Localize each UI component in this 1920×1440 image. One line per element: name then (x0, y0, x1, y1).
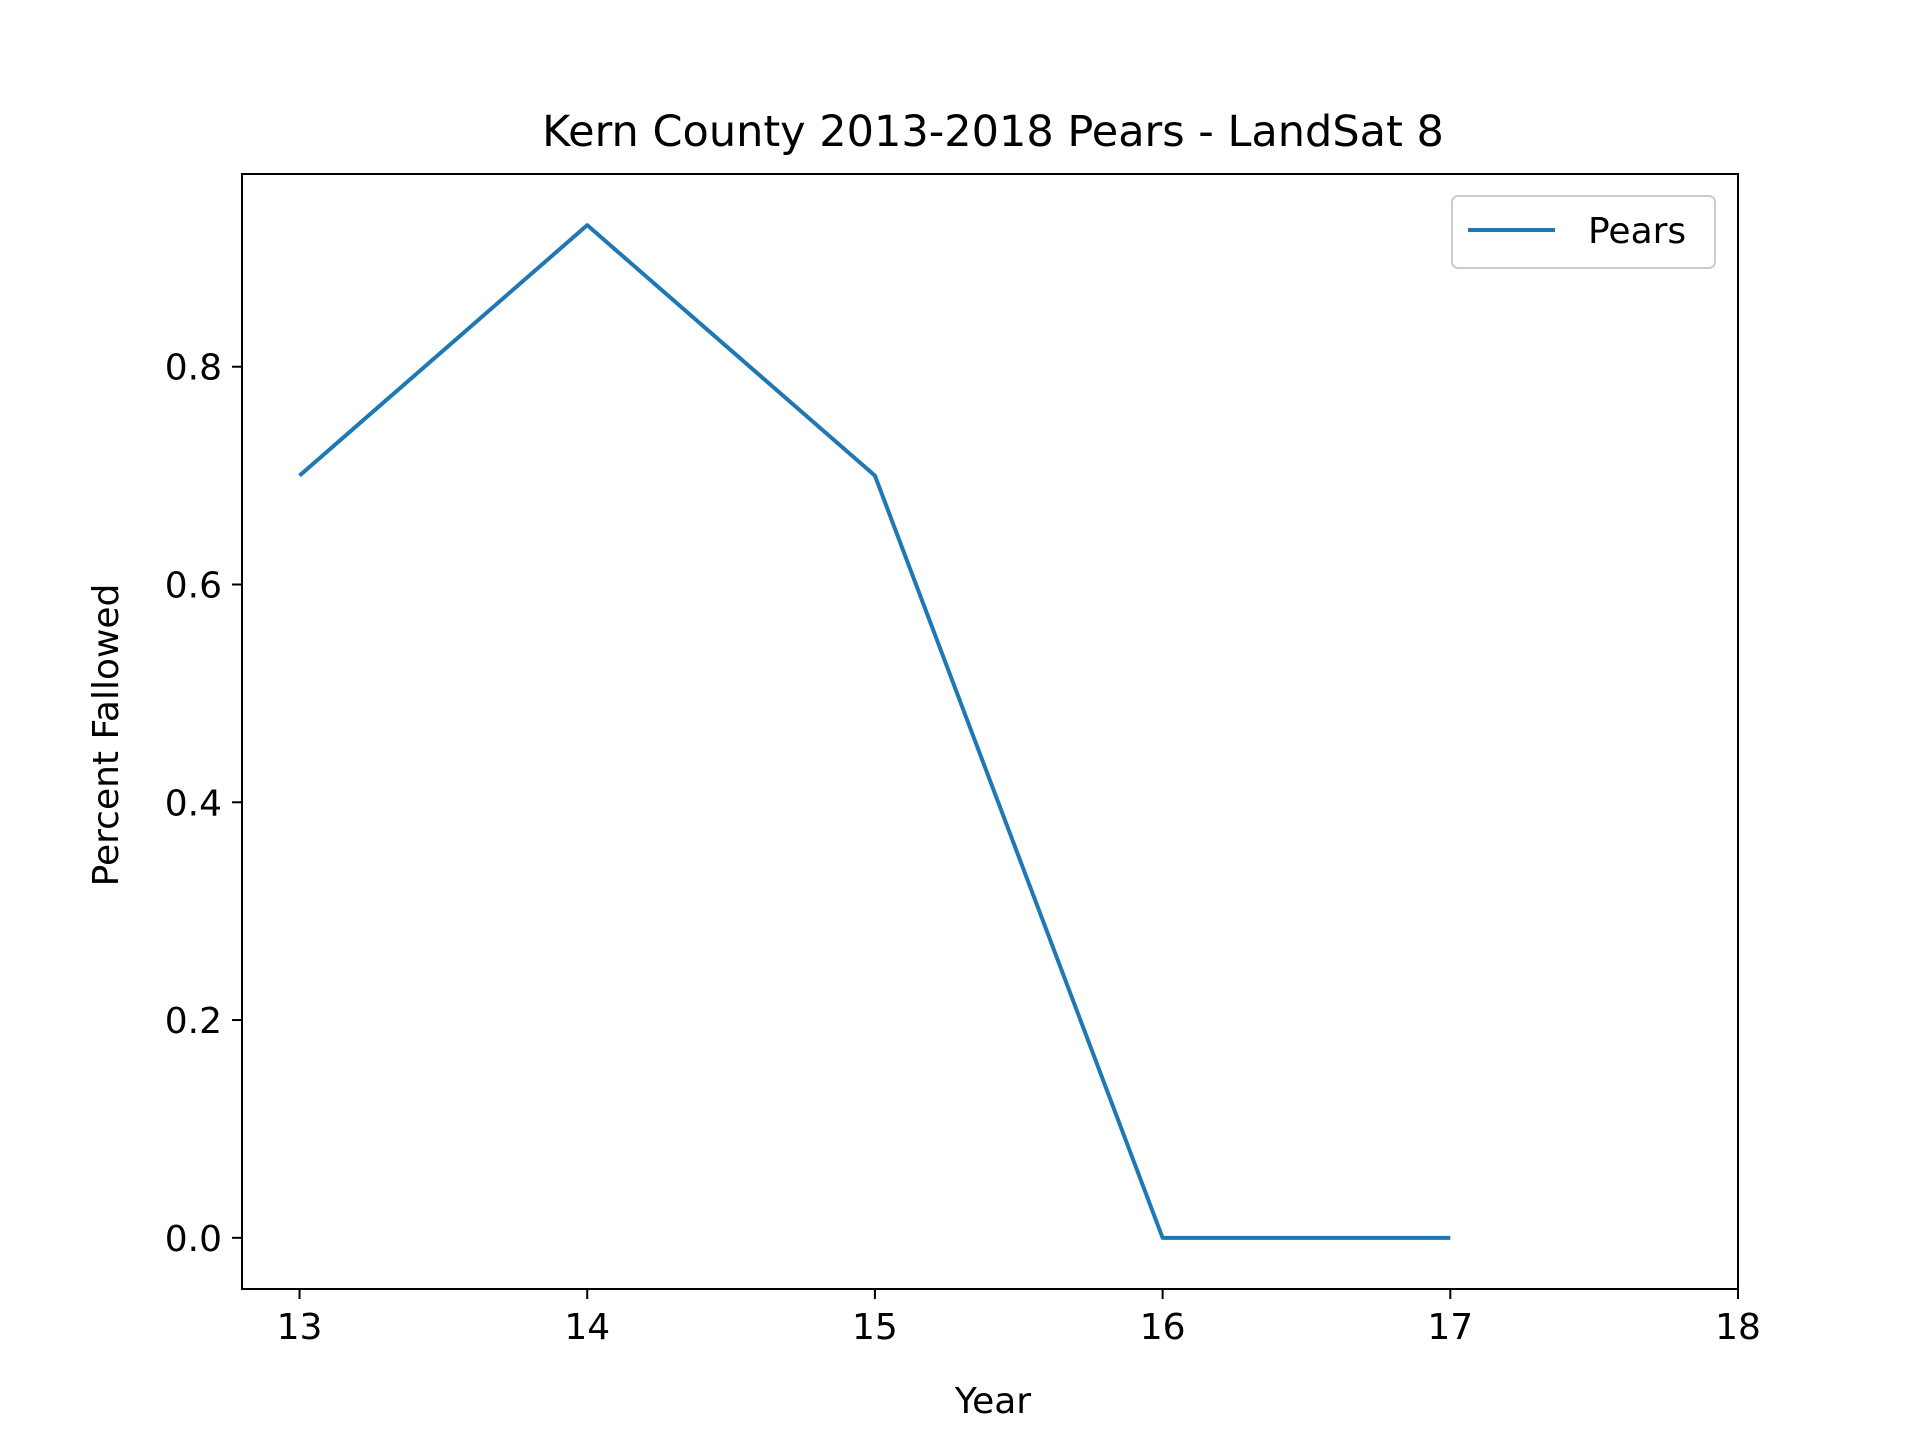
series-line-pears (298, 223, 1451, 1240)
x-tick-label: 17 (1427, 1307, 1473, 1348)
y-axis-label: Percent Fallowed (86, 584, 127, 887)
x-tick-label: 13 (277, 1307, 323, 1348)
series-layer (298, 223, 1451, 1240)
x-tick-label: 15 (852, 1307, 898, 1348)
y-axis: 0.0 0.2 0.4 0.6 0.8 (165, 348, 242, 1260)
x-tick-label: 14 (564, 1307, 610, 1348)
x-tick-label: 16 (1140, 1307, 1186, 1348)
x-axis-label: Year (954, 1381, 1031, 1422)
y-tick-label: 0.2 (165, 1001, 222, 1042)
y-tick-label: 0.4 (165, 783, 222, 824)
legend-box (1451, 195, 1716, 269)
chart-title: Kern County 2013-2018 Pears - LandSat 8 (542, 107, 1444, 157)
legend-label-pears: Pears (1588, 211, 1686, 252)
legend: Pears (1451, 195, 1716, 269)
plot-frame (241, 173, 1739, 1290)
y-tick-label: 0.0 (165, 1219, 222, 1260)
x-axis: 13 14 15 16 17 18 (277, 1289, 1761, 1348)
y-tick-label: 0.6 (165, 566, 222, 607)
plot-area (241, 173, 1739, 1290)
x-tick-label: 18 (1715, 1307, 1761, 1348)
y-tick-label: 0.8 (165, 348, 222, 389)
